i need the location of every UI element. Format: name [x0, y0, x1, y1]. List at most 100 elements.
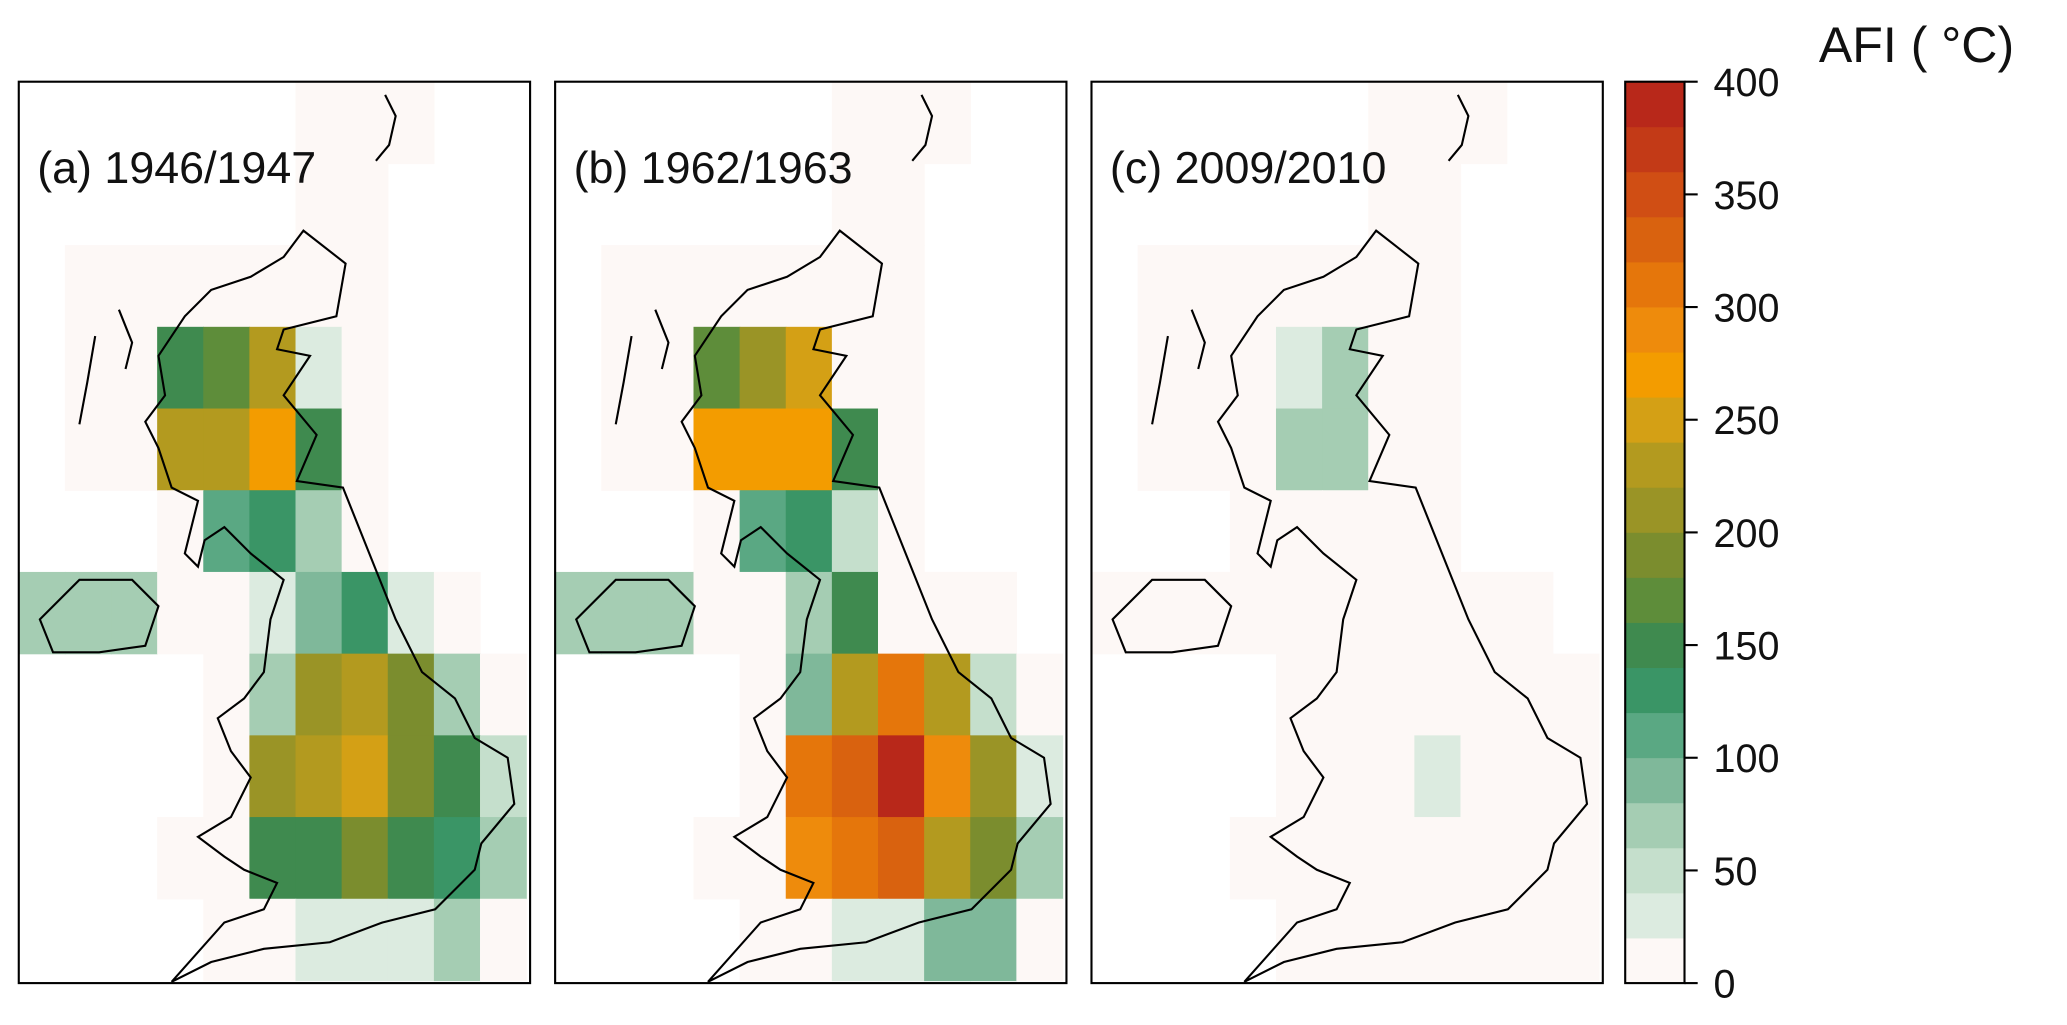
- colorbar-step: [1625, 757, 1685, 804]
- colorbar-tick-label: 150: [1714, 625, 1780, 669]
- grid-cell: [877, 245, 925, 328]
- grid-cell: [877, 653, 925, 737]
- grid-cell: [693, 817, 741, 900]
- grid-cell: [1414, 817, 1462, 900]
- grid-cell: [1322, 490, 1369, 573]
- grid-cell: [64, 245, 112, 328]
- grid-cell: [157, 571, 204, 655]
- panel-label: (c) 2009/2010: [1110, 143, 1386, 193]
- grid-cell: [341, 817, 389, 900]
- grid-cell: [1460, 735, 1508, 818]
- grid-cell: [480, 653, 527, 737]
- grid-cell: [203, 326, 251, 410]
- grid-cell: [1275, 326, 1323, 410]
- grid-cell: [341, 898, 389, 982]
- grid-cell: [831, 653, 879, 737]
- grid-cell: [341, 326, 389, 410]
- colorbar-step: [1625, 397, 1685, 443]
- grid-cell: [924, 571, 971, 655]
- grid-cell: [203, 898, 251, 982]
- grid-cell: [295, 490, 343, 573]
- grid-cell: [480, 898, 527, 982]
- grid-cell: [1368, 571, 1416, 655]
- grid-cell: [1183, 326, 1231, 410]
- grid-cell: [1368, 735, 1416, 818]
- grid-cell: [1414, 326, 1462, 410]
- map-panel: (c) 2009/2010: [1090, 80, 1604, 985]
- colorbar-step: [1625, 938, 1685, 984]
- grid-cell: [387, 81, 435, 165]
- grid-cell: [1414, 735, 1462, 818]
- grid-cell: [1368, 408, 1416, 491]
- grid-cell: [1275, 245, 1323, 328]
- colorbar-tick-label: 400: [1714, 61, 1780, 105]
- grid-cell: [1275, 571, 1323, 655]
- grid-cell: [601, 326, 649, 410]
- grid-cell: [1183, 408, 1231, 491]
- grid-cell: [877, 898, 925, 982]
- panel-label: (b) 1962/1963: [574, 143, 853, 193]
- grid-cell: [970, 898, 1018, 982]
- grid-cell: [831, 408, 879, 491]
- grid-cell: [739, 898, 787, 982]
- colorbar-tick-label: 200: [1714, 512, 1780, 556]
- grid-cell: [1016, 653, 1064, 737]
- grid-cell: [785, 245, 833, 328]
- grid-cell: [64, 326, 112, 410]
- grid-cell: [1506, 571, 1554, 655]
- grid-cell: [924, 653, 971, 737]
- grid-cell: [1414, 408, 1462, 491]
- grid-cell: [1275, 408, 1323, 491]
- grid-cell: [1414, 653, 1462, 737]
- colorbar-step: [1625, 126, 1685, 173]
- grid-cell: [1460, 817, 1508, 900]
- grid-cell: [1552, 817, 1600, 900]
- grid-cell: [693, 245, 741, 328]
- grid-cell: [1368, 817, 1416, 900]
- grid-cell: [1460, 653, 1508, 737]
- grid-cell: [157, 817, 204, 900]
- grid-cell: [111, 571, 158, 655]
- grid-cell: [970, 817, 1018, 900]
- grid-cell: [480, 735, 527, 818]
- grid-cell: [1229, 571, 1277, 655]
- grid-cell: [387, 735, 435, 818]
- grid-cell: [601, 408, 649, 491]
- grid-cell: [480, 817, 527, 900]
- grid-cell: [249, 326, 297, 410]
- grid-cell: [739, 490, 787, 573]
- grid-cell: [647, 408, 695, 491]
- grid-cell: [295, 817, 343, 900]
- grid-cell: [157, 245, 204, 328]
- grid-cell: [341, 81, 389, 165]
- grid-cell: [203, 245, 251, 328]
- grid-cell: [1368, 490, 1416, 573]
- grid-cell: [693, 571, 741, 655]
- grid-cell: [831, 571, 879, 655]
- grid-cell: [295, 653, 343, 737]
- grid-cell: [111, 326, 158, 410]
- colorbar-step: [1625, 261, 1685, 308]
- grid-cell: [1552, 898, 1600, 982]
- grid-cell: [387, 571, 435, 655]
- grid-cell: [1322, 653, 1369, 737]
- grid-cell: [1229, 408, 1277, 491]
- grid-cell: [785, 653, 833, 737]
- grid-cell: [1229, 245, 1277, 328]
- grid-cell: [433, 571, 481, 655]
- grid-cell: [111, 408, 158, 491]
- grid-cell: [1506, 817, 1554, 900]
- colorbar-step: [1625, 81, 1685, 128]
- grid-cell: [1368, 245, 1416, 328]
- grid-cell: [249, 653, 297, 737]
- colorbar-tick-label: 300: [1714, 287, 1780, 331]
- grid-cell: [295, 81, 343, 165]
- grid-cell: [924, 735, 971, 818]
- grid-cell: [601, 245, 649, 328]
- colorbar-step: [1625, 577, 1685, 623]
- colorbar-step: [1625, 622, 1685, 669]
- grid-cell: [601, 571, 649, 655]
- grid-cell: [1460, 571, 1508, 655]
- grid-cell: [1275, 653, 1323, 737]
- grid-cell: [295, 326, 343, 410]
